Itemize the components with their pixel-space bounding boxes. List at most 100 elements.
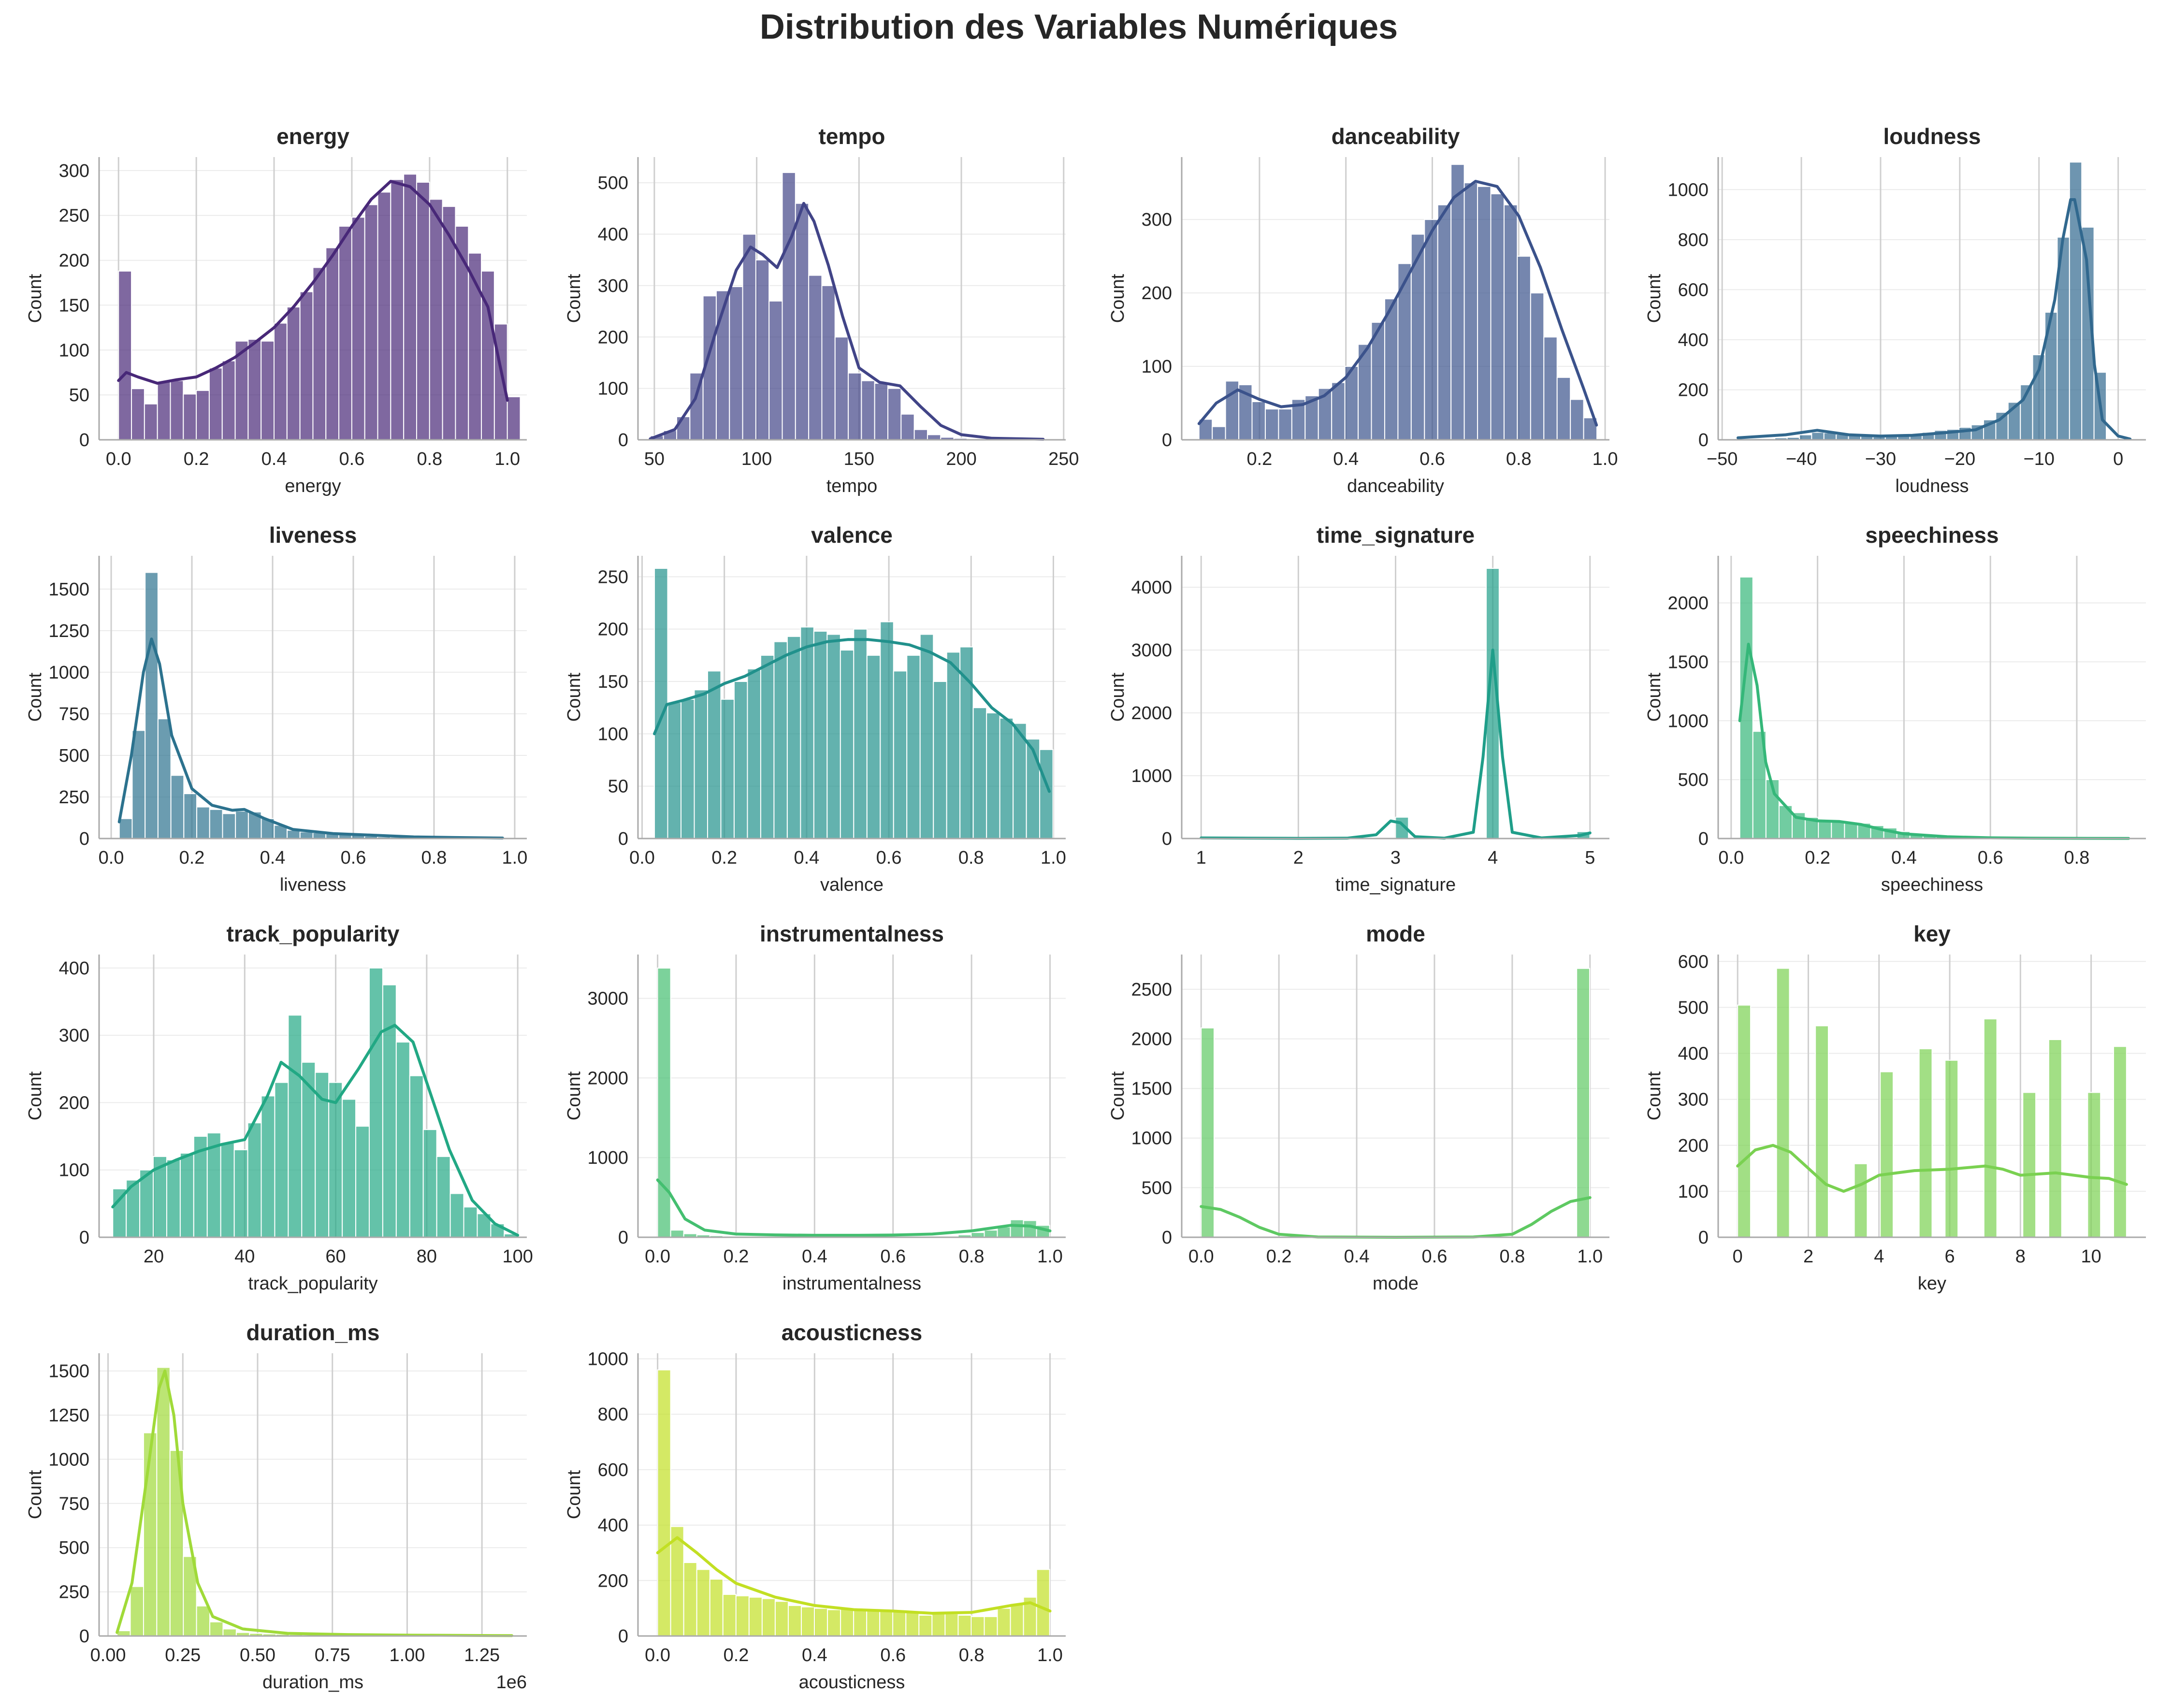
histogram-bar	[1737, 1004, 1752, 1238]
histogram-bar	[1880, 1071, 1894, 1238]
histogram-bar	[1437, 204, 1452, 440]
histogram-bar	[927, 434, 941, 441]
histogram-bar	[913, 429, 928, 441]
histogram-bar	[1010, 1219, 1024, 1238]
y-tick-label: 500	[598, 173, 628, 193]
histogram-bar	[390, 179, 405, 440]
y-tick-label: 400	[1678, 1044, 1709, 1064]
x-axis-label: duration_ms	[262, 1672, 363, 1693]
x-axis-label: track_popularity	[248, 1274, 377, 1294]
kde-curve	[656, 1178, 1052, 1237]
x-tick-label: 0.75	[315, 1645, 350, 1665]
y-axis-label: Count	[564, 274, 584, 323]
y-tick-label: 100	[1142, 357, 1172, 377]
kde-curve	[116, 1369, 514, 1637]
subplot-track-popularity: 20 40 60 80 100 0 100 200 300 400 track_popularity…	[25, 921, 533, 1294]
histogram-bar	[774, 1601, 789, 1637]
subplot-title: speechiness	[1865, 522, 1999, 548]
x-tick-label: 1.0	[1037, 1246, 1063, 1267]
histogram-bar	[786, 636, 801, 840]
histogram-bar	[813, 631, 828, 839]
histogram-bar	[801, 1606, 815, 1636]
histogram-bar	[747, 668, 761, 839]
histogram-bar	[261, 1095, 275, 1238]
histogram-bar	[196, 390, 210, 440]
x-tick-label: 0.0	[106, 449, 131, 469]
histogram-bar	[507, 396, 521, 440]
histogram-bar	[866, 654, 881, 840]
x-tick-label: 3	[1390, 848, 1401, 868]
x-tick-label: 1.00	[389, 1645, 425, 1665]
kde-curve	[649, 202, 1045, 441]
histogram-bar	[707, 670, 722, 840]
y-axis-label: Count	[564, 1470, 584, 1519]
y-tick-label: 4000	[1131, 578, 1172, 598]
x-tick-label: 0.8	[2064, 848, 2090, 868]
x-tick-label: 0.2	[1805, 848, 1830, 868]
x-axis-label: acousticness	[799, 1672, 905, 1693]
subplot-title: danceability	[1332, 124, 1460, 149]
x-tick-label: 0.0	[629, 848, 655, 868]
subplot-title: duration_ms	[246, 1320, 379, 1345]
x-tick-label: 0.00	[90, 1645, 126, 1665]
y-tick-label: 1000	[48, 663, 89, 683]
x-tick-label: 0.2	[711, 848, 737, 868]
x-tick-label: 50	[644, 449, 665, 469]
histogram-bar	[247, 339, 262, 440]
y-tick-label: 2500	[1131, 980, 1172, 1000]
histogram-bar	[116, 1630, 131, 1636]
histogram-bar	[196, 1605, 211, 1636]
histogram-bar	[720, 698, 735, 840]
histogram-bar	[1776, 968, 1790, 1238]
x-tick-label: 150	[844, 449, 874, 469]
histogram-bar	[288, 1014, 303, 1238]
y-axis-label: Count	[1644, 672, 1665, 722]
histogram-bar	[1477, 186, 1492, 440]
histogram-bar	[1251, 401, 1266, 440]
histogram-bar	[145, 572, 159, 839]
histogram-bar	[1039, 749, 1054, 840]
histogram-bar	[312, 267, 327, 441]
histogram-bar	[209, 1621, 224, 1636]
x-tick-label: 80	[417, 1246, 437, 1267]
y-tick-label: 1000	[587, 1148, 628, 1168]
subplot-danceability: 0.2 0.4 0.6 0.8 1.0 0 100 200 300 danceability dan…	[1108, 124, 1618, 496]
histogram-bar	[1371, 321, 1385, 440]
histogram-bar	[840, 650, 855, 839]
histogram-bar	[773, 641, 788, 839]
y-tick-label: 200	[59, 1093, 89, 1113]
y-tick-label: 2000	[1667, 593, 1709, 614]
histogram-bar	[222, 813, 236, 839]
x-tick-label: 0.0	[645, 1645, 670, 1665]
x-axis-label: instrumentalness	[782, 1274, 921, 1294]
histogram-bar	[156, 1367, 171, 1636]
x-tick-label: 0.6	[1419, 449, 1445, 469]
histogram-bar	[131, 730, 146, 839]
histogram-bar	[1944, 1059, 1959, 1238]
figure-title: Distribution des Variables Numériques	[760, 8, 1398, 46]
x-tick-label: 0.4	[1333, 449, 1359, 469]
y-tick-label: 1000	[1667, 711, 1709, 731]
y-tick-label: 400	[598, 1516, 628, 1536]
histogram-bar	[1556, 376, 1571, 441]
histogram-bar	[1010, 1604, 1024, 1637]
x-tick-label: 1.0	[1577, 1246, 1603, 1267]
histogram-bar	[1517, 256, 1531, 440]
histogram-bar	[906, 654, 921, 840]
histogram-bar	[1036, 1569, 1050, 1637]
x-tick-label: −50	[1707, 449, 1738, 469]
histogram-bar	[233, 1149, 248, 1238]
y-tick-label: 0	[618, 1626, 628, 1647]
histogram-bar	[880, 621, 894, 839]
y-tick-label: 500	[1678, 998, 1709, 1018]
x-tick-label: 0.4	[794, 848, 819, 868]
x-axis-label: tempo	[826, 476, 878, 496]
subplot-title: instrumentalness	[760, 921, 944, 946]
histogram-bar	[325, 247, 340, 440]
histogram-bar	[919, 634, 934, 839]
histogram-bar	[1543, 336, 1558, 440]
y-tick-label: 2000	[587, 1068, 628, 1088]
histogram-bar	[748, 1596, 763, 1636]
y-tick-label: 1500	[48, 1361, 89, 1382]
